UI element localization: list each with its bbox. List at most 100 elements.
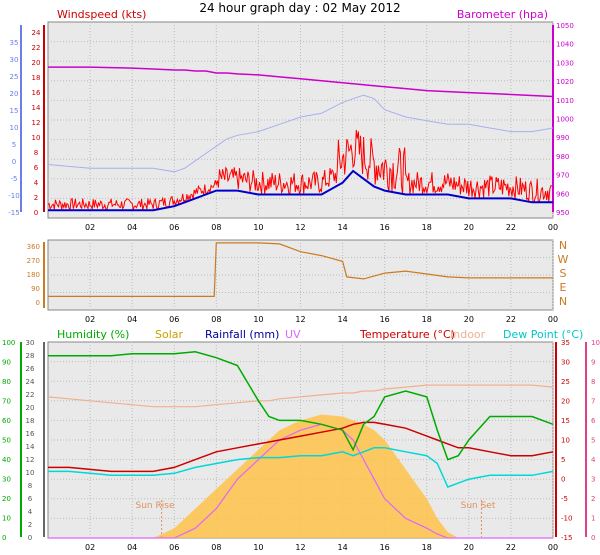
rain-tick: 8 xyxy=(28,482,32,490)
wind-inner-tick: 0 xyxy=(34,209,38,217)
baro-tick: 1010 xyxy=(556,97,574,105)
rain-tick: 16 xyxy=(26,430,35,438)
dir-tick: 180 xyxy=(27,271,40,279)
baro-tick: 970 xyxy=(556,172,569,180)
bot-xtick-label: 16 xyxy=(380,543,390,552)
rain-tick: 18 xyxy=(26,417,35,425)
top-xtick-label: 22 xyxy=(506,223,516,232)
wind-outer-tick: 0 xyxy=(12,158,16,166)
bot-xtick-label: 10 xyxy=(253,543,263,552)
rain-tick: 4 xyxy=(28,508,33,516)
wind-inner-tick: 14 xyxy=(32,104,41,112)
wind-inner-tick: 22 xyxy=(32,44,41,52)
uv-title: UV xyxy=(285,328,301,341)
humidity-tick: 10 xyxy=(2,515,11,523)
dir-xtick-label: 10 xyxy=(253,315,263,324)
bot-xtick-label: 06 xyxy=(169,543,179,552)
top-xtick-label: 06 xyxy=(169,223,179,232)
dir-xtick-label: 16 xyxy=(380,315,390,324)
bot-xtick-label: 04 xyxy=(127,543,137,552)
top-xtick-label: 14 xyxy=(337,223,347,232)
indoor-line xyxy=(47,384,554,408)
temperature-title: Temperature (°C) xyxy=(359,328,455,341)
temperature-tick: 25 xyxy=(561,378,570,386)
wind-outer-tick: 15 xyxy=(10,107,19,115)
baro-tick: 1000 xyxy=(556,116,574,124)
rain-tick: 24 xyxy=(26,378,35,386)
humidity-tick: 0 xyxy=(2,534,6,542)
chart-title: 24 hour graph day : 02 May 2012 xyxy=(199,1,400,15)
humidity-title: Humidity (%) xyxy=(57,328,129,341)
temperature-tick: 20 xyxy=(561,398,570,406)
uv-tick: 1 xyxy=(591,515,595,523)
sun-rise-label: Sun Rise xyxy=(136,501,175,511)
wind-inner-tick: 6 xyxy=(34,164,39,172)
wind-inner-tick: 24 xyxy=(32,29,41,37)
uv-tick: 4 xyxy=(591,456,596,464)
wind-outer-line xyxy=(47,94,554,173)
solar-title: Solar xyxy=(155,328,184,341)
baro-tick: 950 xyxy=(556,209,569,217)
rain-tick: 10 xyxy=(26,469,35,477)
dir-xtick-label: 12 xyxy=(295,315,305,324)
barometer-line xyxy=(48,66,554,98)
rain-tick: 6 xyxy=(28,495,33,503)
wind-outer-tick: -5 xyxy=(11,175,18,183)
temperature-tick: 15 xyxy=(561,417,570,425)
rainfall-title: Rainfall (mm) xyxy=(205,328,279,341)
dir-compass-label: E xyxy=(560,281,567,294)
rain-tick: 0 xyxy=(28,534,32,542)
barometer-title: Barometer (hpa) xyxy=(457,8,548,21)
uv-tick: 2 xyxy=(591,495,595,503)
direction-line xyxy=(48,242,553,297)
top-xtick-label: 02 xyxy=(85,223,95,232)
temperature-line xyxy=(48,421,554,473)
solar-area xyxy=(48,414,553,538)
rain-tick: 30 xyxy=(26,339,35,347)
bot-xtick-label: 20 xyxy=(464,543,474,552)
humidity-tick: 80 xyxy=(2,378,11,386)
humidity-tick: 60 xyxy=(2,417,11,425)
rain-tick: 2 xyxy=(28,521,32,529)
baro-tick: 980 xyxy=(556,153,569,161)
rain-tick: 22 xyxy=(26,391,35,399)
wind-inner-tick: 16 xyxy=(32,89,41,97)
top-xtick-label: 04 xyxy=(127,223,137,232)
humidity-tick: 20 xyxy=(2,495,11,503)
temperature-tick: 30 xyxy=(561,359,570,367)
uv-tick: 7 xyxy=(591,398,595,406)
wind-inner-tick: 8 xyxy=(34,149,38,157)
top-xtick-label: 16 xyxy=(380,223,390,232)
dir-xtick-label: 00 xyxy=(548,315,558,324)
direction-grid: 02 04 06 08 10 12 14 16 18 20 22 00 xyxy=(48,240,558,324)
wind-baro-axis-labels: 35302520151050-5-10-15242220181614121086… xyxy=(8,22,574,217)
dir-compass-label: W xyxy=(558,253,569,266)
humidity-tick: 30 xyxy=(2,476,11,484)
wind-outer-tick: 25 xyxy=(10,73,19,81)
top-xtick-label: 08 xyxy=(211,223,221,232)
temperature-tick: 0 xyxy=(561,476,565,484)
indoor-title: Indoor xyxy=(450,328,486,341)
wind-inner-tick: 18 xyxy=(32,74,41,82)
baro-tick: 1040 xyxy=(556,41,574,49)
wind-outer-tick: 5 xyxy=(12,141,16,149)
baro-tick: 1020 xyxy=(556,78,574,86)
wind-inner-tick: 20 xyxy=(32,59,41,67)
dir-xtick-label: 18 xyxy=(422,315,432,324)
dir-tick: 0 xyxy=(36,299,40,307)
uv-tick: 5 xyxy=(591,437,595,445)
uv-tick: 10 xyxy=(591,339,600,347)
dir-tick: 90 xyxy=(31,285,40,293)
wind-outer-tick: 30 xyxy=(10,56,19,64)
wind-outer-tick: 35 xyxy=(10,39,19,47)
temperature-tick: 5 xyxy=(561,456,565,464)
baro-tick: 1050 xyxy=(556,22,574,30)
bot-xtick-label: 00 xyxy=(548,543,558,552)
wind-outer-tick: 20 xyxy=(10,90,19,98)
temperature-tick: -10 xyxy=(561,515,572,523)
dir-xtick-label: 04 xyxy=(127,315,137,324)
humidity-tick: 100 xyxy=(2,339,15,347)
weather-series xyxy=(47,351,554,539)
